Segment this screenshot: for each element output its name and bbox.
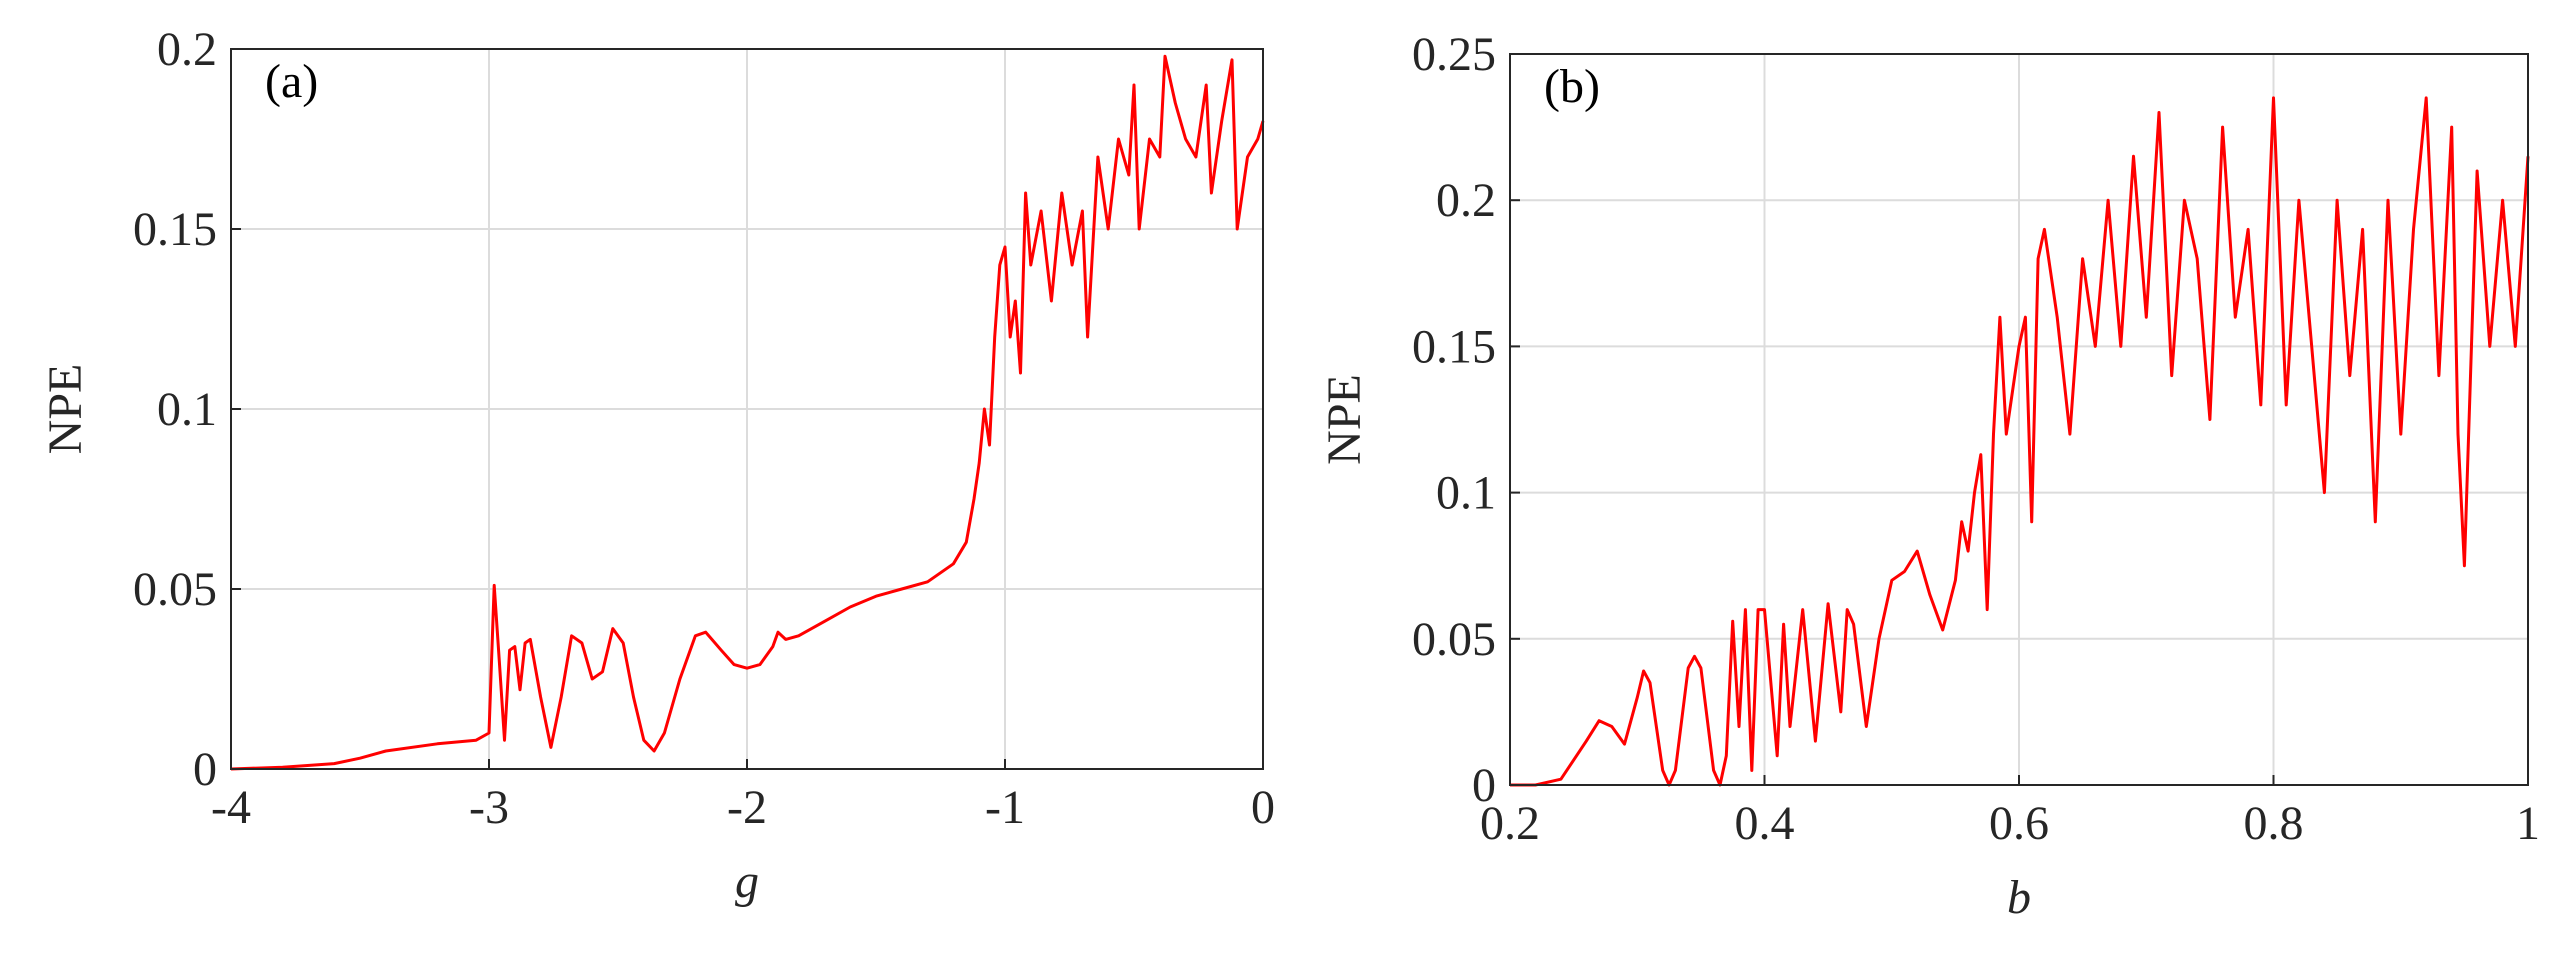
y-tick-label: 0.2 — [1436, 174, 1496, 227]
data-line — [230, 54, 1265, 771]
y-tick-label: 0.1 — [1436, 467, 1496, 520]
x-axis-label: b — [2007, 871, 2031, 924]
y-tick-label: 0 — [1472, 759, 1496, 812]
x-axis-label: g — [735, 855, 759, 908]
x-tick-label: 1 — [2516, 797, 2540, 850]
y-tick-label: 0.2 — [157, 23, 217, 76]
y-tick-label: 0.15 — [133, 203, 217, 256]
x-tick-label: -2 — [727, 781, 767, 834]
x-tick-label: 0.6 — [1989, 797, 2049, 850]
panel-label: (a) — [265, 55, 318, 108]
y-axis-label: NPE — [39, 364, 92, 455]
axes-box — [230, 48, 1264, 770]
y-tick-label: 0.25 — [1412, 28, 1496, 81]
y-tick-label: 0.15 — [1412, 320, 1496, 373]
y-tick-label: 0.1 — [157, 383, 217, 436]
data-line — [1510, 96, 2530, 787]
x-tick-label: 0 — [1251, 781, 1275, 834]
axes-box — [1509, 53, 2529, 786]
y-tick-label: 0 — [193, 743, 217, 796]
x-tick-label: -3 — [469, 781, 509, 834]
y-axis-label: NPE — [1318, 374, 1371, 465]
x-tick-label: 0.8 — [2244, 797, 2304, 850]
y-tick-label: 0.05 — [133, 563, 217, 616]
panel-label: (b) — [1544, 60, 1600, 113]
x-tick-label: 0.2 — [1480, 797, 1540, 850]
x-tick-label: 0.4 — [1735, 797, 1795, 850]
y-tick-label: 0.05 — [1412, 613, 1496, 666]
x-tick-label: -4 — [211, 781, 251, 834]
x-tick-label: -1 — [985, 781, 1025, 834]
